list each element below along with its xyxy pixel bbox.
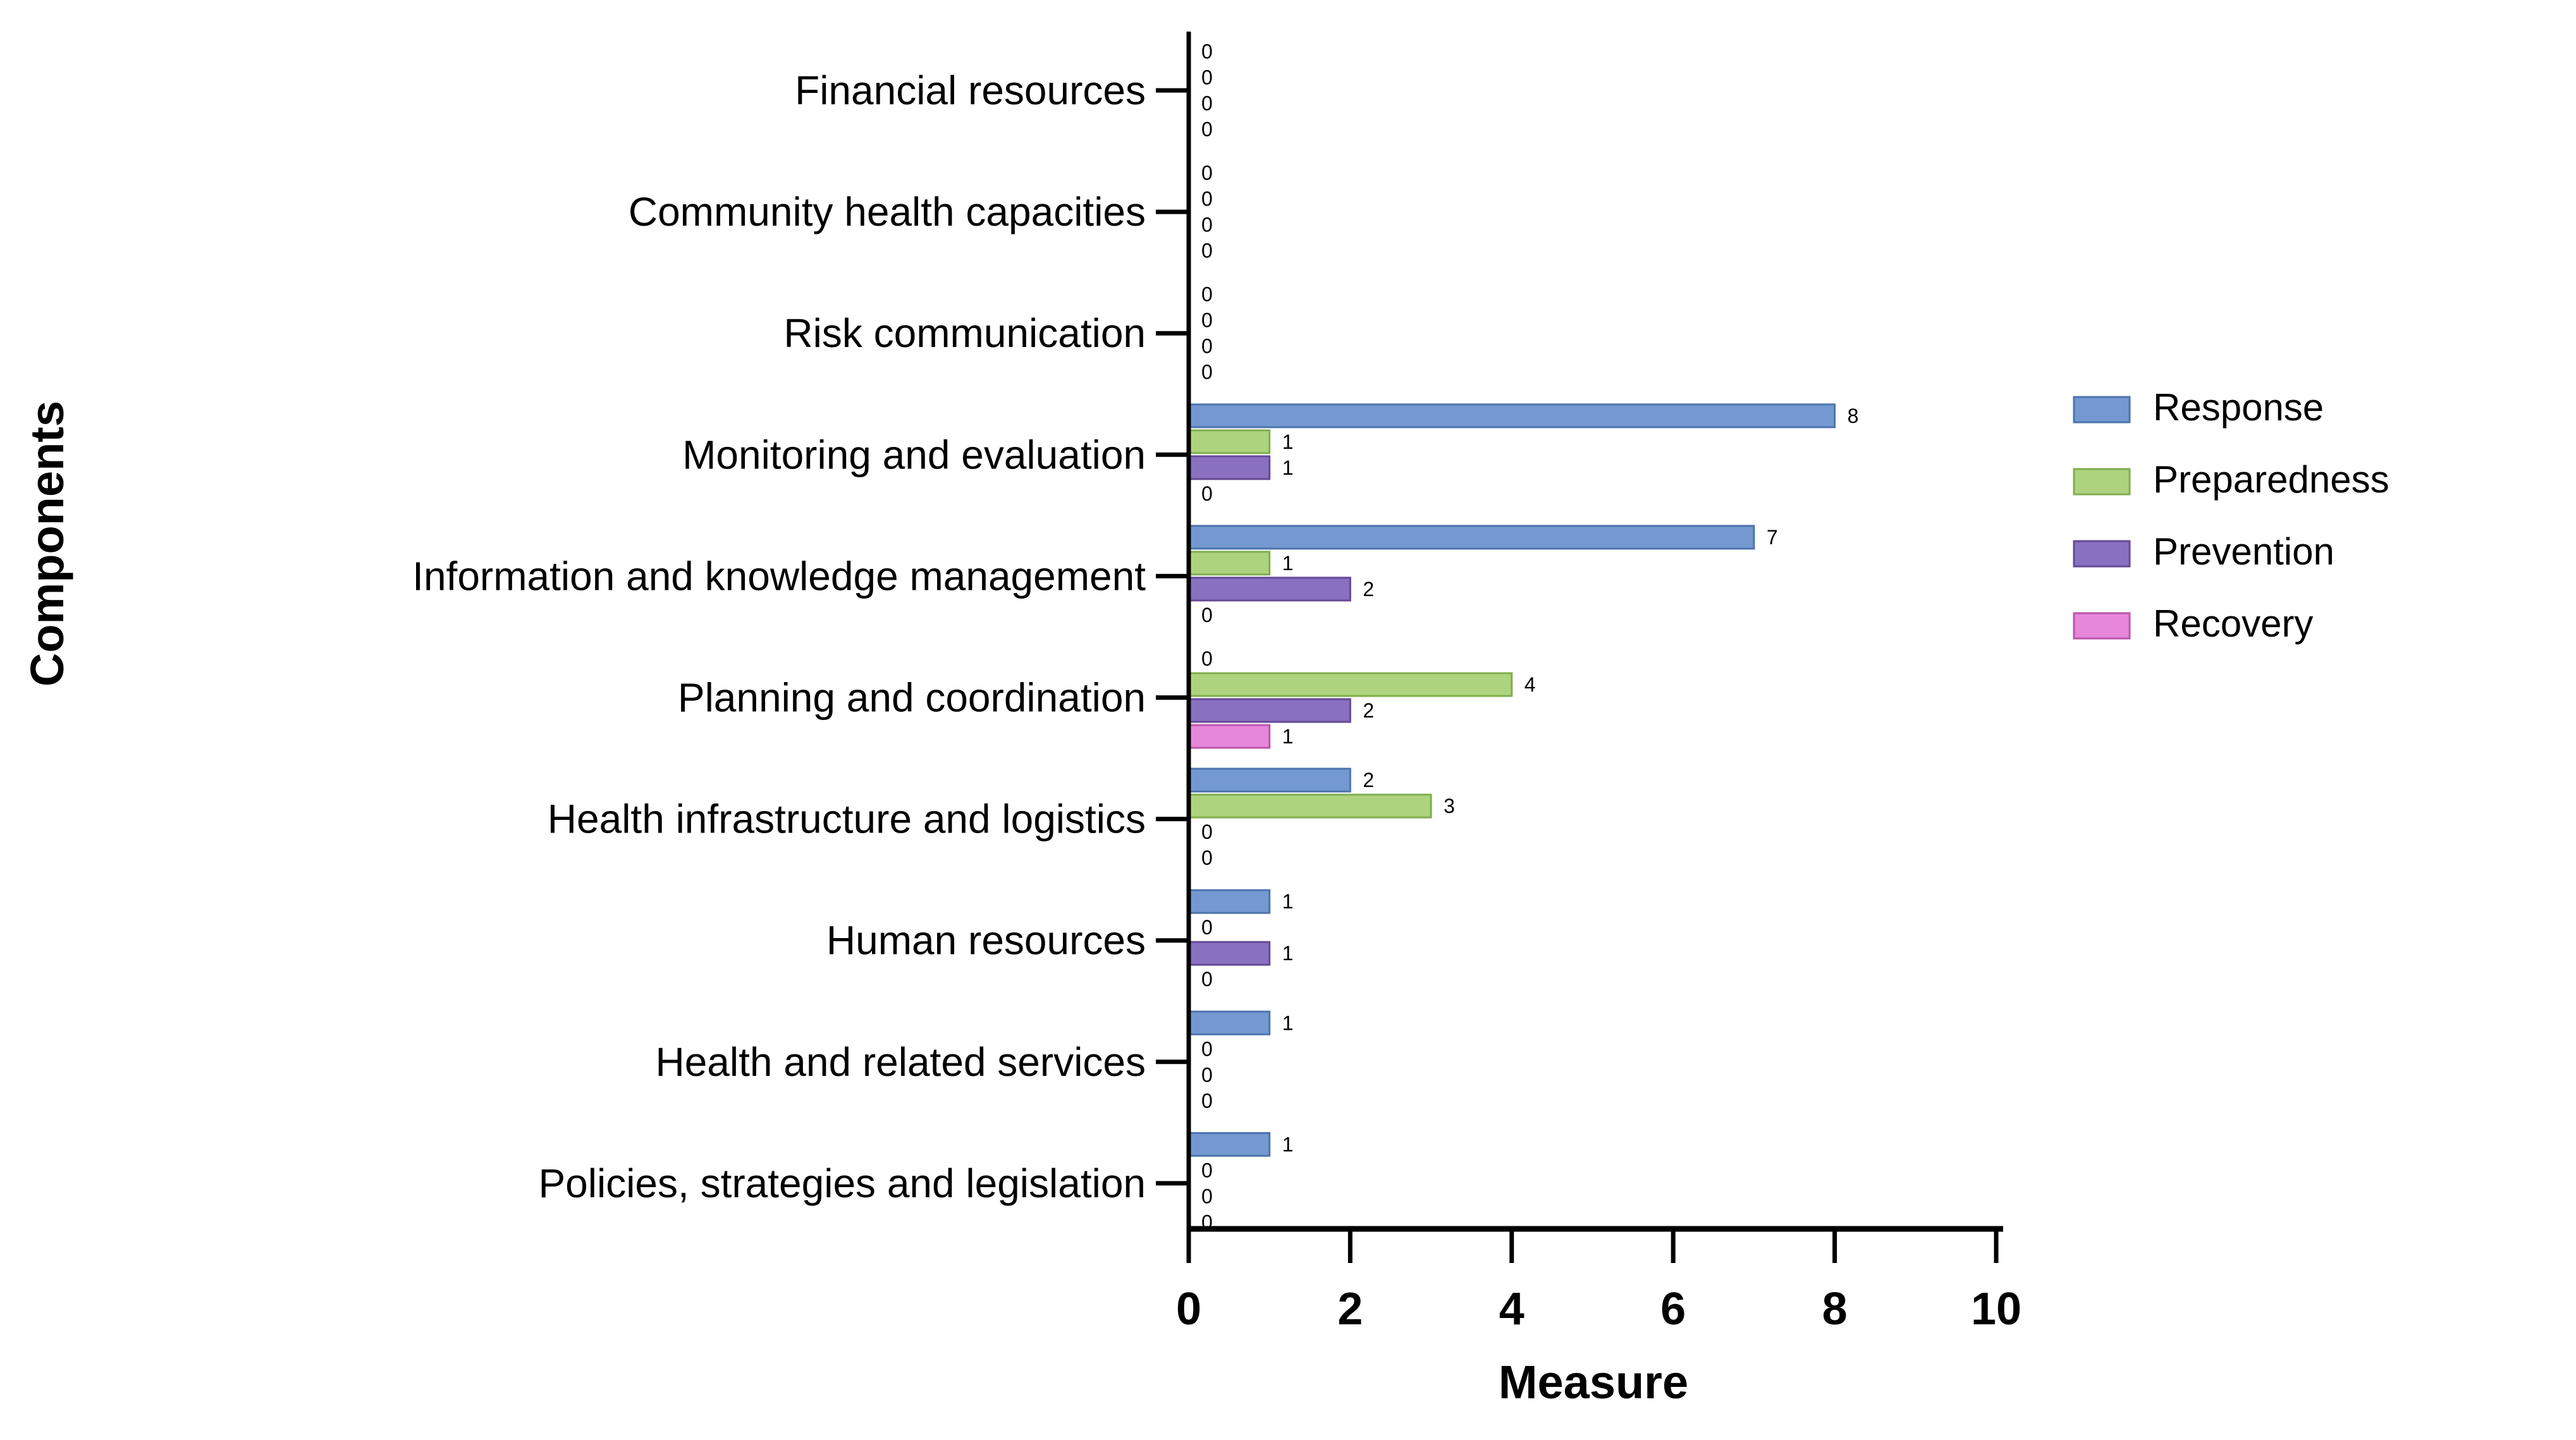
- category-label-financial-resources: Financial resources: [795, 68, 1146, 113]
- value-label-response-financial-resources: 0: [1201, 40, 1213, 63]
- legend-swatch-prevention: [2073, 540, 2131, 568]
- value-label-response-human-resources: 1: [1282, 890, 1294, 913]
- preparedness-bar-monitoring-and-evaluation: [1189, 429, 1271, 455]
- value-label-prevention-planning-and-coordination: 2: [1363, 699, 1374, 722]
- preparedness-bar-information-and-knowledge-management: [1189, 551, 1271, 576]
- value-label-preparedness-monitoring-and-evaluation: 1: [1282, 430, 1294, 453]
- response-bar-monitoring-and-evaluation: [1189, 403, 1836, 429]
- value-label-response-risk-communication: 0: [1201, 283, 1213, 306]
- value-label-response-policies-strategies-and-legislation: 1: [1282, 1133, 1294, 1156]
- response-bar-policies-strategies-and-legislation: [1189, 1132, 1271, 1157]
- x-tick-label-2: 2: [1337, 1284, 1363, 1334]
- category-label-information-and-knowledge-management: Information and knowledge management: [412, 553, 1146, 599]
- x-tick-label-4: 4: [1499, 1284, 1524, 1334]
- x-tick-label-8: 8: [1822, 1284, 1848, 1334]
- legend-swatch-preparedness: [2073, 468, 2131, 496]
- category-label-policies-strategies-and-legislation: Policies, strategies and legislation: [538, 1161, 1146, 1206]
- value-label-preparedness-health-and-related-services: 0: [1201, 1037, 1213, 1060]
- value-label-preparedness-planning-and-coordination: 4: [1524, 673, 1536, 696]
- value-label-prevention-information-and-knowledge-management: 2: [1363, 578, 1374, 601]
- value-label-prevention-policies-strategies-and-legislation: 0: [1201, 1185, 1213, 1207]
- value-label-preparedness-community-health-capacities: 0: [1201, 188, 1213, 211]
- legend-swatch-recovery: [2073, 612, 2131, 640]
- value-label-prevention-community-health-capacities: 0: [1201, 214, 1213, 236]
- legend-label-prevention: Prevention: [2153, 530, 2334, 573]
- value-label-preparedness-health-infrastructure-and-logistics: 3: [1444, 795, 1455, 817]
- prevention-bar-information-and-knowledge-management: [1189, 577, 1351, 602]
- legend: Response Preparedness Prevention Recovery: [2073, 386, 2389, 645]
- legend-label-recovery: Recovery: [2153, 602, 2313, 645]
- value-label-recovery-monitoring-and-evaluation: 0: [1201, 482, 1213, 505]
- value-label-recovery-information-and-knowledge-management: 0: [1201, 604, 1213, 626]
- value-label-prevention-monitoring-and-evaluation: 1: [1282, 456, 1294, 479]
- value-label-response-planning-and-coordination: 0: [1201, 647, 1213, 670]
- value-label-prevention-health-infrastructure-and-logistics: 0: [1201, 821, 1213, 843]
- y-axis-title: Components: [21, 401, 73, 686]
- x-tick-label-10: 10: [1971, 1284, 2021, 1334]
- prevention-bar-monitoring-and-evaluation: [1189, 455, 1271, 480]
- preparedness-bar-planning-and-coordination: [1189, 672, 1513, 697]
- x-axis-title: Measure: [1499, 1356, 1688, 1408]
- value-label-response-information-and-knowledge-management: 7: [1767, 526, 1778, 549]
- value-label-recovery-health-and-related-services: 0: [1201, 1089, 1213, 1112]
- category-label-planning-and-coordination: Planning and coordination: [678, 675, 1146, 721]
- value-label-preparedness-financial-resources: 0: [1201, 66, 1213, 89]
- value-label-response-community-health-capacities: 0: [1201, 162, 1213, 185]
- preparedness-bar-health-infrastructure-and-logistics: [1189, 793, 1432, 819]
- value-label-preparedness-risk-communication: 0: [1201, 309, 1213, 332]
- legend-label-preparedness: Preparedness: [2153, 458, 2389, 501]
- prevention-bar-human-resources: [1189, 941, 1271, 966]
- prevention-bar-planning-and-coordination: [1189, 698, 1351, 723]
- value-label-response-health-and-related-services: 1: [1282, 1011, 1294, 1034]
- legend-label-response: Response: [2153, 386, 2324, 429]
- value-label-response-health-infrastructure-and-logistics: 2: [1363, 769, 1374, 791]
- response-bar-information-and-knowledge-management: [1189, 525, 1755, 550]
- response-bar-health-infrastructure-and-logistics: [1189, 767, 1351, 793]
- value-label-prevention-human-resources: 1: [1282, 942, 1294, 965]
- value-label-recovery-planning-and-coordination: 1: [1282, 725, 1294, 748]
- response-bar-human-resources: [1189, 889, 1271, 914]
- response-bar-health-and-related-services: [1189, 1010, 1271, 1035]
- value-label-preparedness-policies-strategies-and-legislation: 0: [1201, 1159, 1213, 1181]
- value-label-recovery-health-infrastructure-and-logistics: 0: [1201, 846, 1213, 869]
- value-label-recovery-community-health-capacities: 0: [1201, 240, 1213, 262]
- value-label-prevention-health-and-related-services: 0: [1201, 1063, 1213, 1086]
- category-label-health-and-related-services: Health and related services: [655, 1039, 1146, 1085]
- category-label-community-health-capacities: Community health capacities: [629, 189, 1146, 235]
- x-tick-label-0: 0: [1176, 1284, 1201, 1334]
- category-label-health-infrastructure-and-logistics: Health infrastructure and logistics: [548, 796, 1146, 842]
- recovery-bar-planning-and-coordination: [1189, 724, 1271, 749]
- x-tick-label-6: 6: [1660, 1284, 1686, 1334]
- value-label-preparedness-information-and-knowledge-management: 1: [1282, 552, 1294, 575]
- category-label-monitoring-and-evaluation: Monitoring and evaluation: [682, 432, 1146, 477]
- value-label-prevention-financial-resources: 0: [1201, 92, 1213, 115]
- x-axis: 0 2 4 6 8 10: [1176, 1229, 2021, 1334]
- legend-swatch-response: [2073, 396, 2131, 424]
- value-label-recovery-human-resources: 0: [1201, 968, 1213, 991]
- category-label-risk-communication: Risk communication: [783, 310, 1146, 356]
- value-label-preparedness-human-resources: 0: [1201, 916, 1213, 939]
- category-label-human-resources: Human resources: [826, 918, 1146, 963]
- value-label-recovery-financial-resources: 0: [1201, 118, 1213, 141]
- value-label-response-monitoring-and-evaluation: 8: [1848, 405, 1859, 427]
- value-label-prevention-risk-communication: 0: [1201, 335, 1213, 358]
- category-axis: Financial resources Community health capa…: [412, 68, 1189, 1206]
- value-label-recovery-risk-communication: 0: [1201, 361, 1213, 384]
